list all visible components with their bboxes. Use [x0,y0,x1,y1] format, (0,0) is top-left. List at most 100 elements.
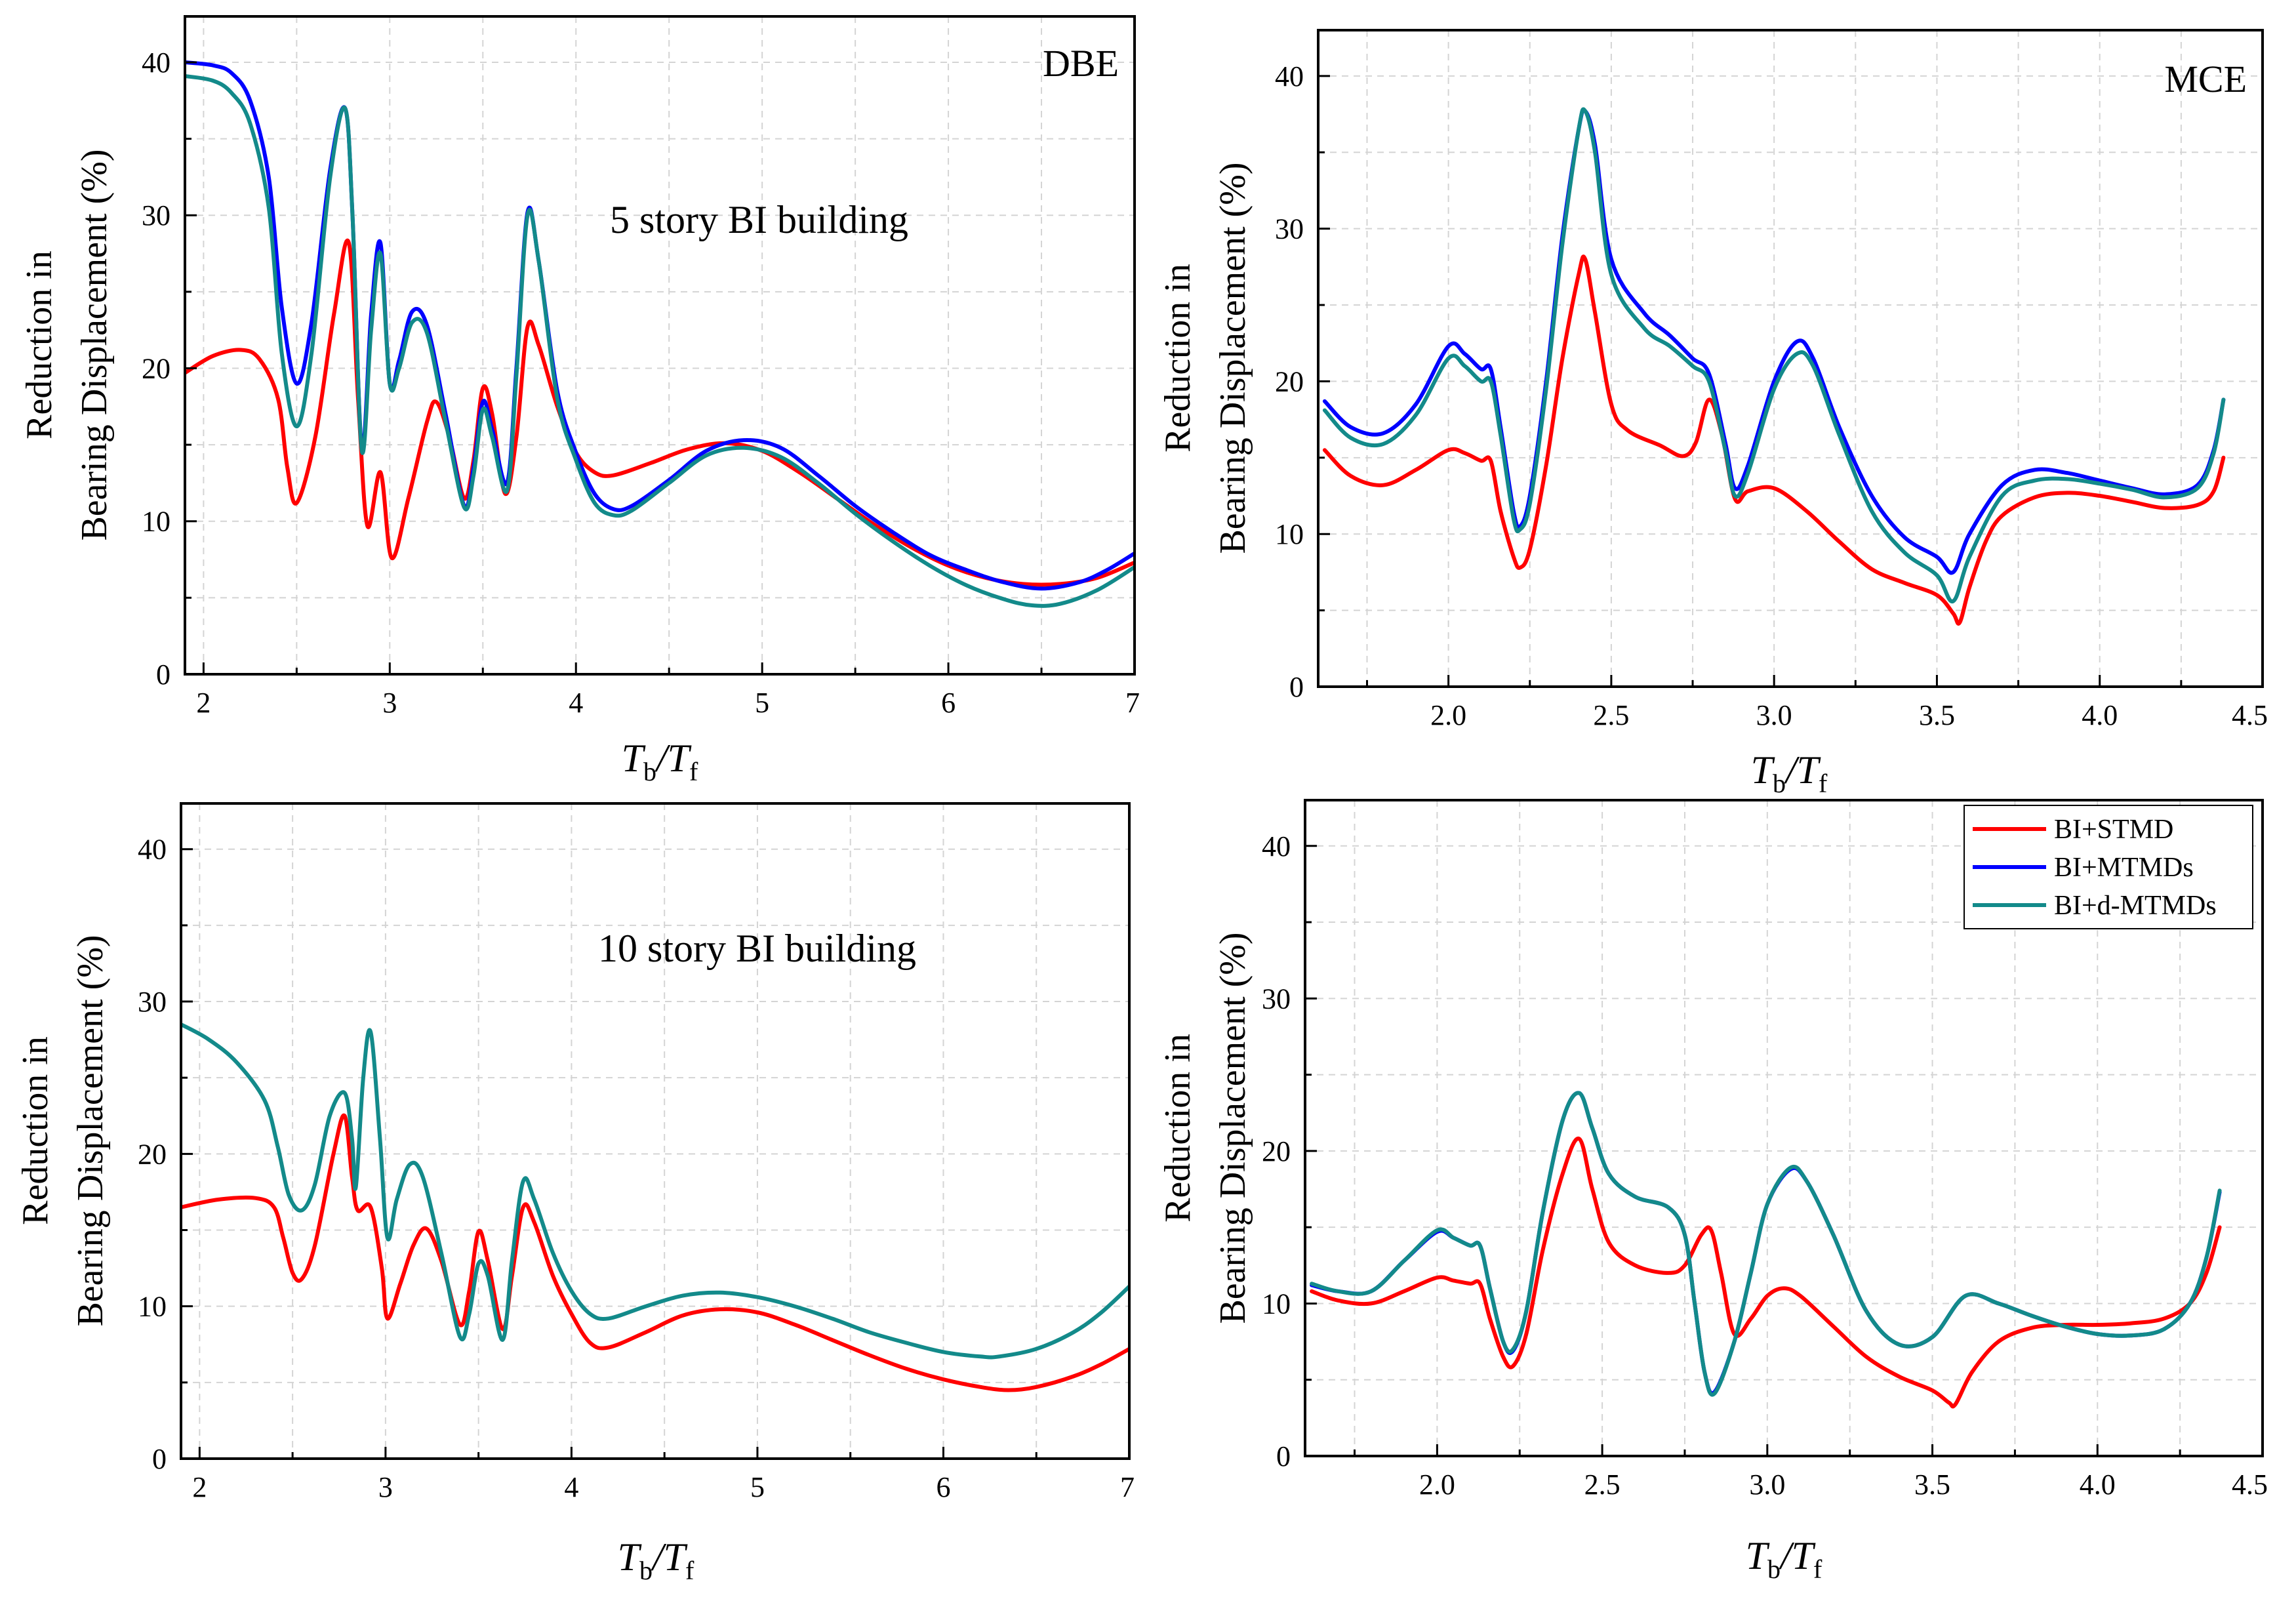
series-line-bi-mtmds [1322,108,2226,575]
y-tick-label: 10 [138,1291,167,1323]
x-axis-label-t: T [618,1535,642,1579]
x-tick-label: 5 [755,687,769,719]
chart-panel-mce-5-story: 2.0 2.5 3.0 3.5 4.0 4.5 0 10 20 30 40 Reduction in… [1158,29,2268,798]
x-tick-label: 7 [1120,1471,1135,1503]
plot-frame [1317,29,2264,688]
y-tick-label: 20 [1262,1135,1291,1167]
x-tick-label: 3.0 [1749,1468,1785,1501]
x-axis-label-sub-f: f [685,1556,695,1585]
axis-ticks: 2.0 2.5 3.0 3.5 4.0 4.5 0 10 20 30 40 [1262,830,2268,1501]
x-axis-label-sub-b: b [643,757,656,786]
x-tick-label: 5 [750,1471,765,1503]
x-axis-label: Tb/Tf [618,1535,695,1585]
x-tick-label: 3.0 [1756,699,1792,731]
x-axis-label-t: T [1751,748,1775,792]
y-tick-label: 40 [1262,830,1291,862]
x-tick-label: 4.5 [2232,699,2268,731]
y-axis-label-line2: Bearing Displacement (%) [70,935,111,1326]
x-tick-label: 4.0 [2080,1468,2116,1501]
x-axis-label-t2: T [664,1535,688,1579]
x-axis-label-sub-b: b [1773,769,1786,798]
x-tick-label: 4.0 [2082,699,2118,731]
y-tick-label: 30 [1275,213,1304,245]
plot-background [185,16,1135,674]
y-tick-label: 10 [1275,518,1304,550]
plot-frame [184,15,1136,676]
series-line-bi-d-mtmds [185,74,1135,608]
y-axis-label-line2: Bearing Displacement (%) [74,149,115,540]
y-tick-label: 20 [1275,365,1304,397]
x-tick-label: 2.5 [1593,699,1629,731]
plot-frame [1304,799,2264,1457]
x-tick-label: 3.5 [1914,1468,1950,1501]
series-lines [1310,1091,2222,1409]
x-axis-label-t2: T [1792,1534,1816,1577]
building-annotation: 5 story BI building [610,198,908,241]
axis-ticks: 2 3 4 5 6 7 0 10 20 30 40 [138,834,1135,1503]
series-lines [181,1022,1129,1392]
x-tick-label: 3 [378,1471,393,1503]
y-tick-label: 0 [156,658,171,691]
grid-lines [181,803,1130,1459]
y-tick-label: 0 [1289,671,1304,703]
x-axis-label-t2: T [1797,748,1821,792]
x-tick-label: 4 [569,687,583,719]
y-tick-label: 0 [1276,1440,1291,1472]
grid-lines [1305,800,2263,1456]
y-tick-label: 10 [1262,1287,1291,1320]
y-tick-label: 30 [1262,982,1291,1015]
x-tick-label: 2.0 [1430,699,1466,731]
plot-frame [180,802,1131,1460]
y-tick-label: 40 [138,834,167,866]
y-axis-label-line1: Reduction in [1158,1034,1198,1223]
y-axis-label: Reduction in Bearing Displacement (%) [1158,932,1253,1324]
legend-label-bi-stmd: BI+STMD [2054,815,2173,845]
series-lines [1322,107,2226,626]
x-tick-label: 7 [1125,687,1140,719]
x-tick-label: 3 [382,687,397,719]
legend: BI+STMD BI+MTMDs BI+d-MTMDs [1964,805,2253,929]
series-line-bi-d-mtmds [1310,1091,2222,1397]
y-axis-label-line1: Reduction in [15,1036,56,1225]
x-tick-label: 2.5 [1584,1468,1621,1501]
x-tick-label: 3.5 [1919,699,1955,731]
y-tick-label: 20 [142,352,171,384]
series-line-bi-d-mtmds [181,1022,1129,1360]
x-axis-label-sub-b: b [639,1556,653,1585]
x-tick-label: 4.5 [2232,1468,2268,1501]
legend-label-bi-mtmds: BI+MTMDs [2054,853,2194,883]
x-tick-label: 2 [196,687,211,719]
x-axis-label: Tb/Tf [1746,1534,1823,1584]
level-tag: DBE [1043,42,1119,85]
y-axis-label-line1: Reduction in [1158,264,1198,453]
building-annotation: 10 story BI building [598,927,916,970]
axis-ticks: 2 3 4 5 6 7 0 10 20 30 40 [142,47,1140,719]
y-axis-label-line2: Bearing Displacement (%) [1213,162,1253,554]
series-line-bi-stmd [1310,1137,2222,1409]
x-axis-label-t2: T [668,737,692,780]
x-tick-label: 6 [936,1471,950,1503]
series-line-bi-stmd [181,1113,1129,1392]
level-tag: MCE [2164,58,2247,100]
series-lines [185,60,1135,608]
x-axis-label-sub-f: f [1813,1554,1823,1584]
chart-panel-mce-10-story: 2.0 2.5 3.0 3.5 4.0 4.5 0 10 20 30 40 Reduction in… [1158,799,2268,1584]
y-tick-label: 40 [142,47,171,79]
series-line-bi-stmd [1322,254,2226,626]
axis-ticks: 2.0 2.5 3.0 3.5 4.0 4.5 0 10 20 30 40 [1275,60,2268,731]
chart-panel-dbe-10-story: 2 3 4 5 6 7 0 10 20 30 40 Reduction in Bearing Dis… [15,802,1135,1585]
y-tick-label: 20 [138,1138,167,1170]
x-tick-label: 4 [564,1471,578,1503]
x-tick-label: 6 [941,687,956,719]
y-axis-label: Reduction in Bearing Displacement (%) [19,149,115,540]
x-axis-label-sub-f: f [689,757,698,786]
y-axis-label-line2: Bearing Displacement (%) [1213,932,1253,1324]
x-tick-label: 2 [192,1471,207,1503]
y-axis-label-line1: Reduction in [19,251,60,439]
x-axis-label-t: T [622,737,646,780]
series-line-bi-d-mtmds [1322,107,2226,603]
grid-lines [1318,30,2263,687]
y-axis-label: Reduction in Bearing Displacement (%) [15,935,111,1326]
y-axis-label: Reduction in Bearing Displacement (%) [1158,162,1253,554]
